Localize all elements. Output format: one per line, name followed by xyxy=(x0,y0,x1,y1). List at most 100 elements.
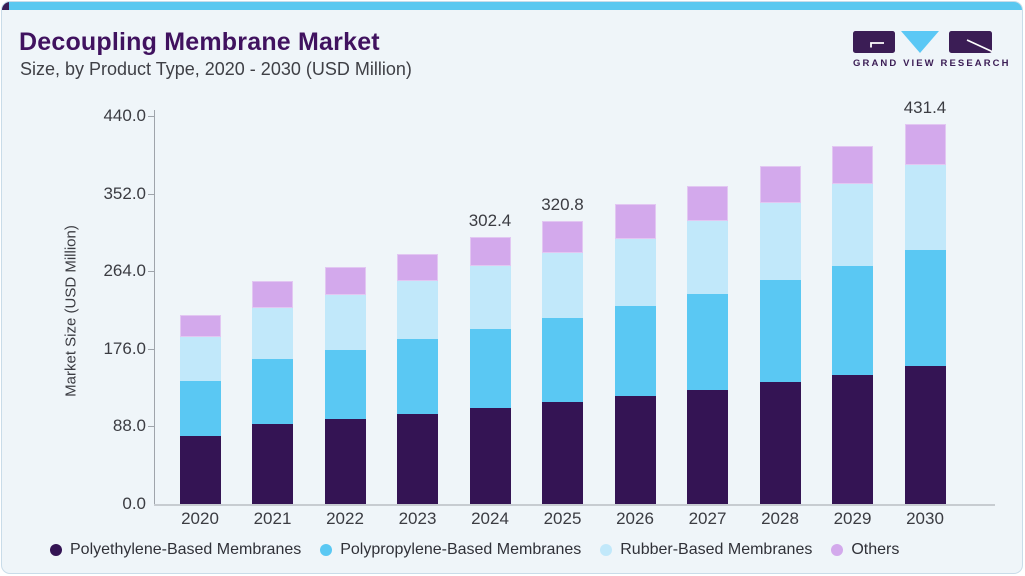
bar-segment-2028-polyethylene-based-membranes xyxy=(759,381,801,504)
x-axis-label-2022: 2022 xyxy=(326,509,364,528)
bar-segment-2023-others xyxy=(397,253,438,282)
bar-segment-2029-rubber-based-membranes xyxy=(832,183,873,267)
bar-segment-2024-polyethylene-based-membranes xyxy=(469,407,511,504)
grand-view-research-logo: GRAND VIEW RESEARCH xyxy=(853,30,1011,69)
bar-segment-2026-polyethylene-based-membranes xyxy=(614,396,656,504)
y-axis-tick-mark xyxy=(148,426,154,428)
bar-segment-2025-rubber-based-membranes xyxy=(542,252,583,318)
legend-label: Polypropylene-Based Membranes xyxy=(340,541,582,558)
data-label-2024: 302.4 xyxy=(468,211,512,231)
bar-segment-2029-others xyxy=(832,146,873,184)
x-axis-label-2030: 2030 xyxy=(906,509,944,528)
bar-segment-2028-polypropylene-based-membranes xyxy=(759,279,801,382)
bar-segment-2020-rubber-based-membranes xyxy=(179,336,221,381)
x-axis-label-2020: 2020 xyxy=(181,509,219,528)
bar-segment-2024-rubber-based-membranes xyxy=(469,266,511,329)
stacked-bar-2027 xyxy=(687,185,728,504)
bar-segment-2027-polypropylene-based-membranes xyxy=(687,293,728,390)
bar-segment-2020-polypropylene-based-membranes xyxy=(179,380,221,437)
bar-segment-2026-rubber-based-membranes xyxy=(614,238,656,307)
bar-segment-2021-polyethylene-based-membranes xyxy=(252,424,293,504)
y-axis-tick-mark xyxy=(148,193,154,195)
stacked-bar-2022 xyxy=(324,267,366,504)
top-accent-strip-left xyxy=(2,2,9,10)
y-axis-line xyxy=(154,110,155,505)
bar-segment-2022-polyethylene-based-membranes xyxy=(324,419,366,504)
data-label-2030: 431.4 xyxy=(903,97,947,117)
bar-segment-2022-polypropylene-based-membranes xyxy=(324,349,366,420)
y-axis-tick-mark xyxy=(148,116,154,117)
bar-segment-2027-rubber-based-membranes xyxy=(687,220,728,294)
y-axis-tick-mark xyxy=(148,348,154,350)
x-axis-label-2025: 2025 xyxy=(543,509,582,528)
legend-label: Polyethylene-Based Membranes xyxy=(70,541,302,558)
stacked-bar-2023 xyxy=(397,253,438,504)
bar-segment-2026-polypropylene-based-membranes xyxy=(614,306,656,397)
bar-segment-2030-rubber-based-membranes xyxy=(904,164,946,251)
x-axis-label-2026: 2026 xyxy=(616,509,654,528)
legend-dot-icon xyxy=(50,544,62,556)
legend-label: Others xyxy=(851,541,900,558)
x-axis-label-2023: 2023 xyxy=(398,509,437,528)
legend-item-polypropylene-based-membranes: Polypropylene-Based Membranes xyxy=(320,541,581,559)
bar-segment-2026-others xyxy=(614,204,656,239)
top-accent-strip xyxy=(2,2,1022,10)
x-axis-label-2028: 2028 xyxy=(761,509,799,528)
bar-segment-2023-polypropylene-based-membranes xyxy=(397,339,438,414)
stacked-bar-2021 xyxy=(252,281,293,504)
x-axis-label-2024: 2024 xyxy=(471,509,509,528)
legend-item-others: Others xyxy=(831,541,899,559)
y-axis-tick-label: 352.0 xyxy=(103,183,146,203)
legend-dot-icon xyxy=(831,544,844,556)
legend-item-rubber-based-membranes: Rubber-Based Membranes xyxy=(600,541,812,559)
stacked-bar-2020 xyxy=(179,315,221,504)
y-axis-title: Market Size (USD Million) xyxy=(62,224,80,397)
bar-segment-2027-polyethylene-based-membranes xyxy=(687,389,728,504)
y-axis-tick-label: 88.0 xyxy=(112,416,146,436)
stacked-bar-2030 xyxy=(904,123,946,504)
bar-segment-2023-rubber-based-membranes xyxy=(397,281,438,340)
y-axis-tick-label: 264.0 xyxy=(103,261,146,281)
legend-label: Rubber-Based Membranes xyxy=(620,541,813,558)
bar-segment-2029-polypropylene-based-membranes xyxy=(832,266,873,375)
legend-dot-icon xyxy=(600,544,613,556)
bar-segment-2021-others xyxy=(252,281,293,308)
bar-segment-2030-polypropylene-based-membranes xyxy=(904,250,946,367)
chart-title: Decoupling Membrane Market xyxy=(19,28,380,56)
bar-segment-2027-others xyxy=(687,185,728,221)
bar-segment-2020-polyethylene-based-membranes xyxy=(179,436,221,504)
bar-segment-2028-others xyxy=(759,166,801,203)
gvr-logo-icon xyxy=(853,31,993,53)
stacked-bar-2029 xyxy=(832,146,873,504)
bar-segment-2023-polyethylene-based-membranes xyxy=(397,413,438,504)
y-axis-tick-label: 440.0 xyxy=(103,106,146,125)
x-axis-line xyxy=(154,504,995,506)
bar-segment-2025-others xyxy=(542,221,583,253)
bar-segment-2022-others xyxy=(324,267,366,295)
x-axis-label-2029: 2029 xyxy=(833,509,872,528)
bar-segment-2028-rubber-based-membranes xyxy=(759,202,801,280)
data-label-2025: 320.8 xyxy=(541,195,584,215)
x-axis-label-2027: 2027 xyxy=(688,509,727,528)
stacked-bar-2024 xyxy=(469,237,511,504)
stacked-bar-2026 xyxy=(614,204,656,504)
bar-segment-2029-polyethylene-based-membranes xyxy=(832,374,873,504)
bar-segment-2020-others xyxy=(179,315,221,337)
bar-segment-2021-polypropylene-based-membranes xyxy=(252,359,293,425)
y-axis-tick-label: 0.0 xyxy=(122,494,146,513)
bar-segment-2030-polyethylene-based-membranes xyxy=(904,366,946,504)
x-axis-label-2021: 2021 xyxy=(253,509,292,528)
legend-dot-icon xyxy=(320,544,333,556)
bar-segment-2021-rubber-based-membranes xyxy=(252,307,293,360)
chart-subtitle: Size, by Product Type, 2020 - 2030 (USD … xyxy=(20,59,412,79)
bar-segment-2025-polyethylene-based-membranes xyxy=(542,402,583,504)
gvr-logo-text: GRAND VIEW RESEARCH xyxy=(853,58,1011,69)
stacked-bar-2028 xyxy=(759,166,801,504)
stacked-bar-2025 xyxy=(542,221,583,504)
bar-segment-2030-others xyxy=(904,123,946,165)
bar-segment-2022-rubber-based-membranes xyxy=(324,294,366,350)
bar-segment-2025-polypropylene-based-membranes xyxy=(542,317,583,403)
bar-segment-2024-polypropylene-based-membranes xyxy=(469,328,511,408)
legend-item-polyethylene-based-membranes: Polyethylene-Based Membranes xyxy=(50,541,301,559)
